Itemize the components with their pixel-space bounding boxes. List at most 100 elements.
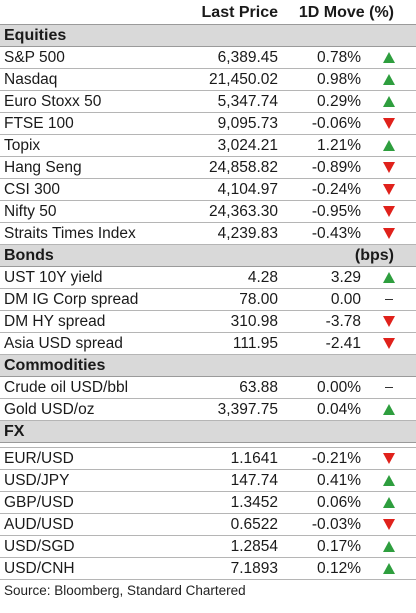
move-value: 0.04% xyxy=(317,400,361,418)
direction-indicator xyxy=(361,52,416,63)
table-row: Hang Seng 24,858.82 -0.89% xyxy=(0,157,416,179)
last-price-value: 4,104.97 xyxy=(217,180,278,198)
direction-indicator xyxy=(361,162,416,173)
table-row: Topix 3,024.21 1.21% xyxy=(0,135,416,157)
section-bonds: Bonds (bps) xyxy=(0,245,416,267)
up-arrow-icon xyxy=(382,52,395,63)
down-arrow-icon xyxy=(382,316,395,327)
section-unit: (bps) xyxy=(354,246,394,264)
table-row: EUR/USD 1.1641 -0.21% xyxy=(0,448,416,470)
last-price-value: 78.00 xyxy=(239,290,278,308)
up-arrow-icon xyxy=(382,74,395,85)
move-value: 0.41% xyxy=(317,471,361,489)
direction-indicator xyxy=(361,404,416,415)
direction-indicator xyxy=(361,96,416,107)
instrument-name: USD/JPY xyxy=(4,471,70,489)
up-arrow-icon xyxy=(382,563,395,574)
last-price-value: 7.1893 xyxy=(230,559,278,577)
direction-indicator xyxy=(361,118,416,129)
instrument-name: DM HY spread xyxy=(4,312,106,330)
instrument-name: UST 10Y yield xyxy=(4,268,103,286)
instrument-name: Nasdaq xyxy=(4,70,58,88)
header-last-price: Last Price xyxy=(201,4,278,21)
last-price-value: 5,347.74 xyxy=(217,92,278,110)
instrument-name: Topix xyxy=(4,136,41,154)
table-row: UST 10Y yield 4.28 3.29 xyxy=(0,267,416,289)
instrument-name: FTSE 100 xyxy=(4,114,74,132)
last-price-value: 1.3452 xyxy=(230,493,278,511)
up-arrow-icon xyxy=(382,96,395,107)
instrument-name: DM IG Corp spread xyxy=(4,290,139,308)
table-row: Gold USD/oz 3,397.75 0.04% xyxy=(0,399,416,421)
move-value: 0.12% xyxy=(317,559,361,577)
move-value: 0.98% xyxy=(317,70,361,88)
last-price-value: 4,239.83 xyxy=(217,224,278,242)
move-value: 0.29% xyxy=(317,92,361,110)
last-price-value: 147.74 xyxy=(230,471,278,489)
down-arrow-icon xyxy=(382,162,395,173)
move-value: -0.03% xyxy=(311,515,361,533)
last-price-value: 24,858.82 xyxy=(209,158,278,176)
last-price-value: 6,389.45 xyxy=(217,48,278,66)
flat-dash-icon xyxy=(384,386,393,389)
move-value: -2.41 xyxy=(325,334,361,352)
table-row: AUD/USD 0.6522 -0.03% xyxy=(0,514,416,536)
table-row: S&P 500 6,389.45 0.78% xyxy=(0,47,416,69)
flat-dash-icon xyxy=(384,298,393,301)
last-price-value: 63.88 xyxy=(239,378,278,396)
instrument-name: GBP/USD xyxy=(4,493,74,511)
instrument-name: AUD/USD xyxy=(4,515,74,533)
instrument-name: CSI 300 xyxy=(4,180,61,198)
direction-indicator xyxy=(361,228,416,239)
last-price-value: 111.95 xyxy=(232,334,278,352)
direction-indicator xyxy=(361,497,416,508)
instrument-name: Nifty 50 xyxy=(4,202,57,220)
table-row: GBP/USD 1.3452 0.06% xyxy=(0,492,416,514)
direction-indicator xyxy=(361,475,416,486)
direction-indicator xyxy=(361,338,416,349)
instrument-name: Straits Times Index xyxy=(4,224,136,242)
direction-indicator xyxy=(361,386,416,389)
down-arrow-icon xyxy=(382,338,395,349)
down-arrow-icon xyxy=(382,118,395,129)
table-row: Crude oil USD/bbl 63.88 0.00% xyxy=(0,377,416,399)
last-price-value: 21,450.02 xyxy=(209,70,278,88)
move-value: 1.21% xyxy=(317,136,361,154)
instrument-name: Asia USD spread xyxy=(4,334,123,352)
table-row: Euro Stoxx 50 5,347.74 0.29% xyxy=(0,91,416,113)
move-value: 0.06% xyxy=(317,493,361,511)
section-title: Bonds xyxy=(4,246,54,264)
section-gap xyxy=(0,443,416,448)
table-row: Nasdaq 21,450.02 0.98% xyxy=(0,69,416,91)
last-price-value: 1.2854 xyxy=(230,537,278,555)
section-fx: FX xyxy=(0,421,416,443)
table-row: Nifty 50 24,363.30 -0.95% xyxy=(0,201,416,223)
up-arrow-icon xyxy=(382,272,395,283)
move-value: 0.78% xyxy=(317,48,361,66)
last-price-value: 0.6522 xyxy=(230,515,278,533)
last-price-value: 24,363.30 xyxy=(209,202,278,220)
source-note: Source: Bloomberg, Standard Chartered xyxy=(4,583,246,598)
header-1d-move: 1D Move (%) xyxy=(298,4,394,21)
instrument-name: S&P 500 xyxy=(4,48,65,66)
direction-indicator xyxy=(361,206,416,217)
direction-indicator xyxy=(361,453,416,464)
instrument-name: Gold USD/oz xyxy=(4,400,95,418)
move-value: -3.78 xyxy=(325,312,361,330)
table-row: DM HY spread 310.98 -3.78 xyxy=(0,311,416,333)
move-value: 3.29 xyxy=(330,268,361,286)
last-price-value: 310.98 xyxy=(230,312,278,330)
move-value: -0.43% xyxy=(311,224,361,242)
move-value: -0.95% xyxy=(311,202,361,220)
last-price-value: 9,095.73 xyxy=(217,114,278,132)
down-arrow-icon xyxy=(382,228,395,239)
move-value: 0.00 xyxy=(330,290,361,308)
up-arrow-icon xyxy=(382,497,395,508)
direction-indicator xyxy=(361,519,416,530)
table-row: Straits Times Index 4,239.83 -0.43% xyxy=(0,223,416,245)
direction-indicator xyxy=(361,541,416,552)
last-price-value: 4.28 xyxy=(247,268,278,286)
up-arrow-icon xyxy=(382,404,395,415)
table-header: Last Price 1D Move (%) xyxy=(0,0,416,25)
table-row: FTSE 100 9,095.73 -0.06% xyxy=(0,113,416,135)
